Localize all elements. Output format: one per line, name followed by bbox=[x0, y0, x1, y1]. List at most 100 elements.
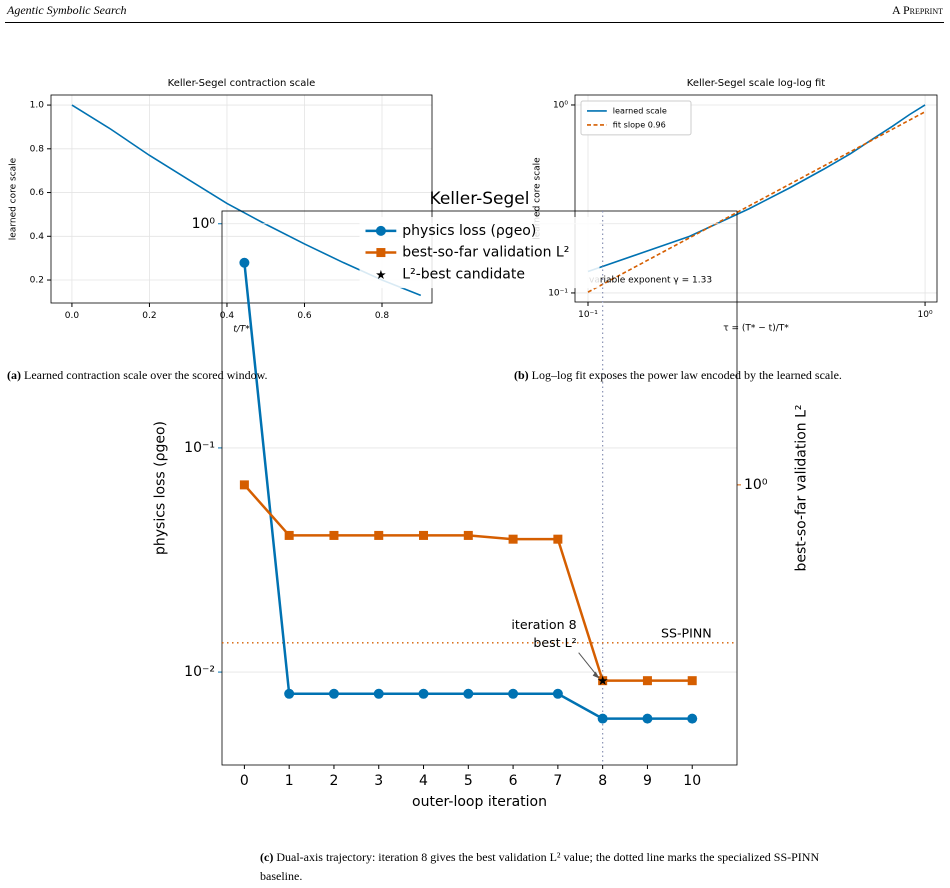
y-axis-label: learned core scale bbox=[9, 157, 19, 240]
x-tick-label: 9 bbox=[643, 773, 652, 789]
annotation: best L² bbox=[533, 635, 576, 650]
marker bbox=[463, 688, 474, 699]
x-tick-label: 0.0 bbox=[65, 311, 80, 321]
x-tick-label: 7 bbox=[553, 773, 562, 789]
x-tick-label: 3 bbox=[374, 773, 383, 789]
marker bbox=[598, 676, 608, 686]
y-tick-label: 10⁻¹ bbox=[184, 440, 215, 456]
x-axis-label: τ = (T* − t)/T* bbox=[723, 323, 789, 333]
marker bbox=[328, 688, 339, 699]
data-line bbox=[587, 111, 926, 293]
legend-box bbox=[580, 100, 692, 136]
y2-tick-label: 10⁰ bbox=[744, 477, 768, 493]
y-tick-label: 10⁻² bbox=[184, 664, 215, 680]
chart-title: Keller-Segel scale log-log fit bbox=[687, 78, 825, 89]
running-label: A Preprint bbox=[891, 3, 943, 17]
y-tick-label: 10⁰ bbox=[553, 100, 568, 110]
chart: Keller-Segel contraction scale 0.0 0.2 0.4 0… bbox=[9, 78, 433, 334]
marker bbox=[284, 688, 295, 699]
marker bbox=[687, 713, 698, 724]
data-line bbox=[587, 104, 926, 273]
y-tick-label: 1.0 bbox=[30, 101, 45, 111]
y-tick-label: 0.8 bbox=[30, 144, 45, 154]
y-axis-label: physics loss (ρgeo) bbox=[152, 421, 168, 555]
legend-label: learned scale bbox=[613, 105, 667, 115]
x-tick-label: 0 bbox=[240, 773, 249, 789]
x-axis-label: outer-loop iteration bbox=[412, 794, 547, 810]
marker bbox=[463, 530, 473, 540]
x-tick-label: 0.2 bbox=[142, 311, 156, 321]
y-tick-label: 10⁻¹ bbox=[548, 288, 568, 298]
y-tick-label: 0.2 bbox=[30, 276, 44, 286]
x-tick-label: 6 bbox=[509, 773, 518, 789]
caption: (b) Log–log fit exposes the power law en… bbox=[514, 366, 842, 385]
x-tick-label: 10⁻¹ bbox=[578, 310, 598, 320]
legend-label: L²-best candidate bbox=[402, 266, 525, 282]
plot-frame bbox=[221, 210, 738, 766]
header-rule bbox=[5, 22, 944, 23]
marker bbox=[508, 688, 519, 699]
legend-symbol: ★ bbox=[375, 267, 386, 282]
marker bbox=[553, 534, 563, 544]
y-tick-label: 0.4 bbox=[30, 232, 45, 242]
marker bbox=[329, 530, 339, 540]
data-line bbox=[243, 262, 693, 720]
x-tick-label: 10 bbox=[683, 773, 701, 789]
plot-frame bbox=[574, 94, 938, 303]
x-tick-label: 4 bbox=[419, 773, 428, 789]
legend-label: fit slope 0.96 bbox=[613, 119, 666, 129]
highlight-star: ★ bbox=[597, 674, 609, 689]
legend-symbol bbox=[376, 248, 386, 258]
x-axis-label: t/T* bbox=[233, 324, 250, 334]
x-tick-label: 1 bbox=[285, 773, 294, 789]
y-axis-label: learned core scale bbox=[533, 157, 543, 240]
running-title: Agentic Symbolic Search bbox=[7, 3, 127, 17]
chart: Keller-Segel scale log-log fit 10⁻¹ 10⁰ 10⁻… bbox=[533, 78, 938, 333]
legend-label: best-so-far validation L² bbox=[402, 245, 569, 261]
annotation: variable exponent γ = 1.33 bbox=[589, 276, 712, 286]
caption: (a) Learned contraction scale over the s… bbox=[7, 366, 267, 385]
x-tick-label: 0.4 bbox=[220, 311, 235, 321]
caption-label: (c) bbox=[260, 850, 274, 864]
legend-symbol bbox=[375, 225, 386, 236]
chart-title: Keller-Segel contraction scale bbox=[168, 78, 316, 89]
chart: Keller-Segel 0 1 2 3 4 5 6 7 8 9 10 10⁰ 10⁻¹ 10⁻² 10⁰ ou… bbox=[152, 189, 809, 810]
marker bbox=[239, 480, 249, 490]
marker bbox=[418, 688, 429, 699]
x-tick-label: 0.6 bbox=[297, 311, 312, 321]
marker bbox=[597, 713, 608, 724]
annotation: iteration 8 bbox=[511, 617, 576, 632]
marker bbox=[508, 534, 518, 544]
marker bbox=[374, 530, 384, 540]
caption-text: Dual-axis trajectory: iteration 8 gives … bbox=[260, 850, 820, 883]
y2-axis-label: best-so-far validation L² bbox=[793, 404, 809, 571]
arrow-head bbox=[592, 671, 600, 679]
y-tick-label: 10⁰ bbox=[192, 216, 216, 232]
marker bbox=[373, 688, 384, 699]
baseline-label: SS-PINN bbox=[661, 625, 712, 640]
caption-label: (b) bbox=[514, 368, 529, 382]
marker bbox=[284, 530, 294, 540]
marker bbox=[552, 688, 563, 699]
marker bbox=[239, 257, 250, 268]
caption-text: Log–log fit exposes the power law encode… bbox=[531, 368, 842, 382]
marker bbox=[642, 713, 653, 724]
marker bbox=[642, 676, 652, 686]
caption-text: Learned contraction scale over the score… bbox=[24, 368, 268, 382]
legend-label: physics loss (ρgeo) bbox=[402, 223, 536, 239]
plot-frame bbox=[50, 94, 433, 304]
marker bbox=[687, 676, 697, 686]
marker bbox=[419, 530, 429, 540]
caption-label: (a) bbox=[7, 368, 21, 382]
x-tick-label: 2 bbox=[329, 773, 338, 789]
chart-title: Keller-Segel bbox=[430, 189, 530, 209]
x-tick-label: 8 bbox=[598, 773, 607, 789]
x-tick-label: 10⁰ bbox=[918, 310, 933, 320]
data-line bbox=[243, 484, 693, 682]
legend-box bbox=[359, 217, 600, 289]
caption: (c) Dual-axis trajectory: iteration 8 gi… bbox=[260, 848, 820, 886]
y-tick-label: 0.6 bbox=[30, 188, 45, 198]
x-tick-label: 5 bbox=[464, 773, 473, 789]
